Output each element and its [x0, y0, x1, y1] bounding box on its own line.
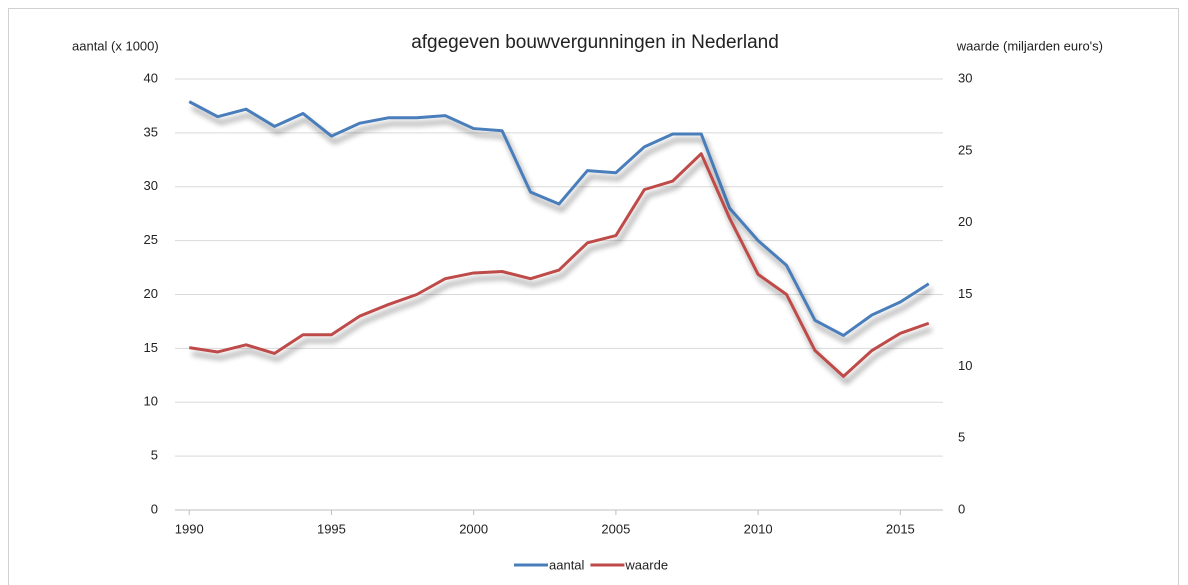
y2-tick-label: 0: [958, 501, 965, 516]
y2-tick-label: 25: [958, 142, 972, 157]
y2-tick-label: 30: [958, 70, 972, 85]
line-series: [188, 100, 930, 337]
y-tick-label: 5: [151, 448, 158, 463]
y-tick-label: 40: [144, 70, 158, 85]
x-tick-label: 2015: [886, 521, 915, 536]
y-tick-label: 30: [144, 178, 158, 193]
y2-tick-label: 15: [958, 286, 972, 301]
y-tick-label: 10: [144, 394, 158, 409]
y2-tick-label: 10: [958, 358, 972, 373]
line-series: [188, 152, 930, 378]
y2-axis-label: waarde (miljarden euro's): [956, 38, 1103, 53]
x-tick-label: 1995: [317, 521, 346, 536]
x-tick-label: 1990: [175, 521, 204, 536]
y-tick-label: 35: [144, 124, 158, 139]
x-tick-label: 2010: [744, 521, 773, 536]
y-tick-label: 0: [151, 501, 158, 516]
y-tick-label: 25: [144, 232, 158, 247]
y-tick-label: 15: [144, 340, 158, 355]
legend-label: aantal: [549, 557, 585, 572]
y2-tick-label: 5: [958, 430, 965, 445]
y-tick-label: 20: [144, 286, 158, 301]
y-axis-label: aantal (x 1000): [72, 38, 159, 53]
y2-tick-label: 20: [958, 214, 972, 229]
chart-title: afgegeven bouwvergunningen in Nederland: [411, 32, 779, 53]
legend-label: waarde: [624, 557, 668, 572]
x-tick-label: 2005: [601, 521, 630, 536]
x-tick-label: 2000: [459, 521, 488, 536]
frame: [8, 8, 1179, 585]
